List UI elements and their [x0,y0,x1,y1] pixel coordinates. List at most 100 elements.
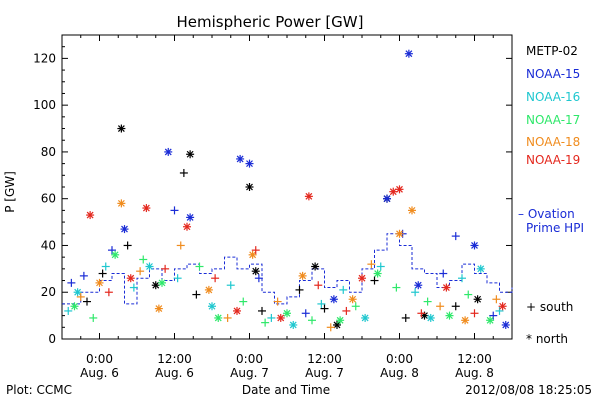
point-noaa-17-north [158,278,166,287]
point-noaa-18-north [248,250,257,259]
point-noaa-19-south [161,264,170,273]
x-tick-label-date: Aug. 7 [305,366,344,380]
point-noaa-16-south [64,306,73,315]
point-metp-02-south [370,276,379,285]
point-noaa-18-north [461,316,470,325]
x-tick-label-time: 0:00 [236,352,263,366]
point-noaa-15-north [236,154,245,163]
point-noaa-16-south [267,313,276,322]
point-noaa-18-north [117,199,126,208]
point-noaa-18-south [136,267,145,276]
point-noaa-19-south [104,288,113,297]
legend-marker-south: + south [526,300,573,314]
point-noaa-15-north [186,213,195,222]
legend-marker-north: * north [526,332,568,346]
y-tick-label: 120 [33,51,56,65]
point-noaa-17-south [423,297,432,306]
point-noaa-19-north [389,187,398,196]
point-noaa-16-south [317,299,326,308]
point-noaa-16-north [361,313,370,322]
legend-noaa-18: NOAA-18 [526,135,580,149]
point-noaa-15-south [451,232,460,241]
point-noaa-18-south [273,297,282,306]
point-metp-02-south [451,302,460,311]
point-noaa-17-south [89,313,98,322]
x-tick-label-date: Aug. 8 [380,366,419,380]
point-noaa-16-south [339,285,348,294]
point-noaa-16-north [145,262,154,271]
point-noaa-15-south [489,311,498,320]
legend-noaa-17: NOAA-17 [526,113,580,127]
x-tick-label-date: Aug. 7 [230,366,269,380]
x-axis-label: Date and Time [242,383,330,397]
point-noaa-16-south [376,262,385,271]
point-noaa-16-north [289,320,298,329]
point-noaa-16-north [208,302,216,311]
point-metp-02-south [295,285,304,294]
point-noaa-15-north [164,147,173,156]
point-noaa-16-north [426,313,435,322]
point-metp-02-north [311,262,320,271]
point-noaa-16-south [173,274,182,283]
point-noaa-15-north [329,295,338,304]
point-noaa-19-south [314,281,323,290]
point-noaa-18-north [154,304,163,313]
point-noaa-18-south [326,323,335,332]
point-noaa-19-north [233,306,241,315]
point-metp-02-north [251,267,260,276]
point-noaa-19-north [183,222,191,231]
point-noaa-19-south [470,309,479,318]
point-noaa-15-south [170,206,179,215]
point-noaa-16-south [411,288,420,297]
point-noaa-19-north [442,283,451,292]
point-noaa-17-south [261,318,270,327]
point-noaa-15-south [439,269,448,278]
plot-timestamp: 2012/08/08 18:25:05 [465,383,592,397]
point-metp-02-south [258,306,266,315]
legend-noaa-19: NOAA-19 [526,153,580,167]
point-noaa-16-south [226,281,235,290]
point-noaa-17-south [308,316,316,325]
point-noaa-16-south [101,262,110,271]
point-noaa-19-south [417,309,426,318]
point-noaa-17-north [445,311,454,320]
point-noaa-15-south [254,274,263,283]
point-noaa-18-north [395,229,404,238]
x-tick-label-time: 0:00 [86,352,113,366]
point-noaa-16-north [73,288,82,297]
y-tick-label: 0 [48,332,56,346]
point-noaa-19-north [358,274,366,283]
point-noaa-18-south [223,313,232,322]
point-noaa-18-north [95,278,104,287]
point-noaa-17-south [351,302,360,311]
y-tick-label: 60 [41,192,56,206]
legend-noaa-15: NOAA-15 [526,67,580,81]
point-noaa-18-south [492,295,501,304]
point-metp-02-south [179,168,188,177]
point-metp-02-south [123,241,132,250]
point-noaa-19-south [251,246,260,255]
point-noaa-15-south [79,271,88,280]
point-metp-02-north [333,320,341,329]
chart-title: Hemispheric Power [GW] [177,13,364,31]
y-axis: 0 20 40 60 80 100 120 [33,46,512,346]
point-noaa-18-south [436,302,445,311]
point-noaa-16-south [495,306,504,315]
legend-ovation-line2: Prime HPI [526,221,584,235]
point-noaa-17-south [392,283,401,292]
point-noaa-17-south [464,290,473,299]
y-tick-label: 20 [41,285,56,299]
point-noaa-16-north [476,264,485,273]
point-noaa-18-south [176,241,185,250]
x-tick-label-time: 12:00 [307,352,342,366]
point-noaa-19-south [211,274,220,283]
y-tick-label: 40 [41,238,56,252]
point-noaa-15-north [404,49,413,58]
point-metp-02-south [401,313,410,322]
point-noaa-19-north [276,313,285,322]
x-tick-label-date: Aug. 8 [455,366,494,380]
point-noaa-17-south [239,297,248,306]
point-metp-02-south [98,269,107,278]
